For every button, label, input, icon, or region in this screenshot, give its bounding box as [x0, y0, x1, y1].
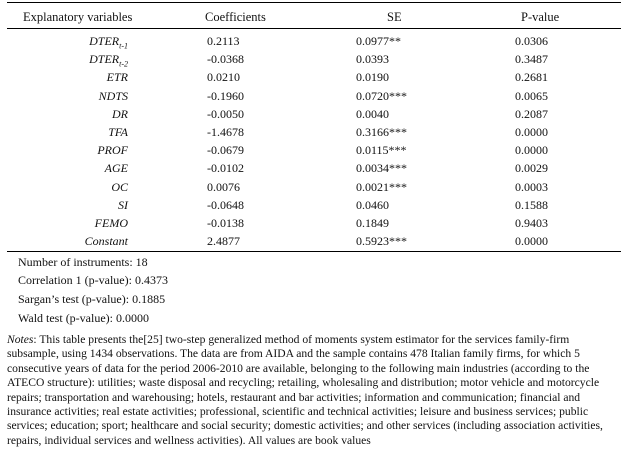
coefficient-value: -1.4678 — [207, 125, 244, 139]
coefficient-value: -0.1960 — [207, 88, 244, 103]
se-value: 0.0393 — [356, 52, 389, 67]
header-variables: Explanatory variables — [23, 10, 133, 24]
variable-base: NDTS — [98, 88, 128, 103]
variable-name: OC — [8, 180, 128, 195]
variable-name: PROF — [8, 143, 128, 158]
pvalue-value: 0.0065 — [515, 88, 548, 103]
table-row: SI -0.0648 0.0460 0.1588 — [0, 198, 627, 215]
stat-wald: Wald test (p-value): 0.0000 — [18, 311, 149, 325]
variable-name: DTERt-2 — [8, 52, 128, 68]
table-row: DR -0.0050 0.0040 0.2087 — [0, 107, 627, 124]
variable-base: PROF — [97, 143, 128, 158]
variable-name: DR — [8, 107, 128, 122]
coefficient-value: 0.0076 — [207, 179, 240, 194]
variable-name: FEMO — [8, 216, 128, 231]
header-se: SE — [387, 10, 402, 24]
se-value: 0.0977** — [356, 34, 401, 48]
pvalue-value: 0.2087 — [515, 106, 548, 121]
header-coefficients: Coefficients — [205, 10, 266, 24]
se-value: 0.0720*** — [356, 88, 407, 103]
table-row: AGE -0.0102 0.0034*** 0.0029 — [0, 161, 627, 178]
se-value: 0.0034*** — [356, 161, 407, 176]
variable-subscript: t-2 — [119, 59, 128, 69]
notes-text: : This table presents the[25] two-step g… — [7, 333, 603, 447]
coefficient-value: -0.0679 — [207, 143, 244, 158]
variable-subscript: t-1 — [119, 41, 128, 51]
table-row: FEMO -0.0138 0.1849 0.9403 — [0, 216, 627, 233]
table-row: ETR 0.0210 0.0190 0.2681 — [0, 70, 627, 87]
pvalue-value: 0.1588 — [515, 197, 548, 212]
variable-base: FEMO — [94, 216, 128, 230]
variable-base: DTER — [89, 52, 120, 67]
se-value: 0.0190 — [356, 70, 389, 85]
table-row: PROF -0.0679 0.0115*** 0.0000 — [0, 143, 627, 160]
coefficient-value: -0.0050 — [207, 106, 244, 121]
se-value: 0.0115*** — [356, 143, 407, 158]
variable-base: DR — [112, 106, 128, 121]
pvalue-value: 0.3487 — [515, 52, 548, 67]
table-bottom-rule — [7, 251, 621, 252]
variable-base: ETR — [106, 70, 128, 85]
coefficient-value: 0.2113 — [207, 34, 240, 48]
coefficient-value: -0.0648 — [207, 197, 244, 212]
se-value: 0.0021*** — [356, 179, 407, 194]
coefficient-value: -0.0368 — [207, 52, 244, 67]
pvalue-value: 0.0000 — [515, 125, 548, 139]
table-row: TFA -1.4678 0.3166*** 0.0000 — [0, 125, 627, 142]
table-header-rule — [7, 28, 621, 29]
variable-base: SI — [118, 197, 128, 212]
table-row: DTERt-1 0.2113 0.0977** 0.0306 — [0, 34, 627, 51]
variable-name: ETR — [8, 70, 128, 85]
variable-base: TFA — [108, 125, 128, 139]
stat-sargan: Sargan’s test (p-value): 0.1885 — [18, 292, 166, 306]
table-row: Constant 2.4877 0.5923*** 0.0000 — [0, 234, 627, 251]
table-top-rule — [7, 2, 621, 3]
pvalue-value: 0.0306 — [515, 34, 548, 48]
header-pvalue: P-value — [521, 10, 560, 24]
variable-base: AGE — [104, 161, 128, 176]
coefficient-value: 2.4877 — [207, 234, 240, 249]
variable-name: DTERt-1 — [8, 34, 128, 50]
variable-name: AGE — [8, 161, 128, 176]
pvalue-value: 0.9403 — [515, 216, 548, 230]
se-value: 0.5923*** — [356, 234, 407, 249]
variable-name: SI — [8, 198, 128, 213]
variable-name: TFA — [8, 125, 128, 140]
pvalue-value: 0.0000 — [515, 143, 548, 158]
se-value: 0.1849 — [356, 216, 389, 230]
pvalue-value: 0.0000 — [515, 234, 548, 249]
coefficient-value: -0.0102 — [207, 161, 244, 176]
table-row: OC 0.0076 0.0021*** 0.0003 — [0, 180, 627, 197]
coefficient-value: -0.0138 — [207, 216, 244, 230]
table-row: DTERt-2 -0.0368 0.0393 0.3487 — [0, 52, 627, 69]
stat-instruments: Number of instruments: 18 — [18, 255, 148, 269]
stat-correlation: Correlation 1 (p-value): 0.4373 — [18, 273, 168, 287]
variable-base: OC — [111, 179, 128, 194]
se-value: 0.3166*** — [356, 125, 407, 139]
table-notes: Notes: This table presents the[25] two-s… — [7, 333, 623, 448]
pvalue-value: 0.2681 — [515, 70, 548, 85]
variable-base: DTER — [89, 34, 120, 48]
pvalue-value: 0.0029 — [515, 161, 548, 176]
variable-name: NDTS — [8, 89, 128, 104]
se-value: 0.0040 — [356, 106, 389, 121]
coefficient-value: 0.0210 — [207, 70, 240, 85]
variable-base: Constant — [84, 234, 128, 249]
variable-name: Constant — [8, 234, 128, 249]
pvalue-value: 0.0003 — [515, 179, 548, 194]
table-row: NDTS -0.1960 0.0720*** 0.0065 — [0, 89, 627, 106]
se-value: 0.0460 — [356, 197, 389, 212]
notes-label: Notes — [7, 333, 34, 346]
